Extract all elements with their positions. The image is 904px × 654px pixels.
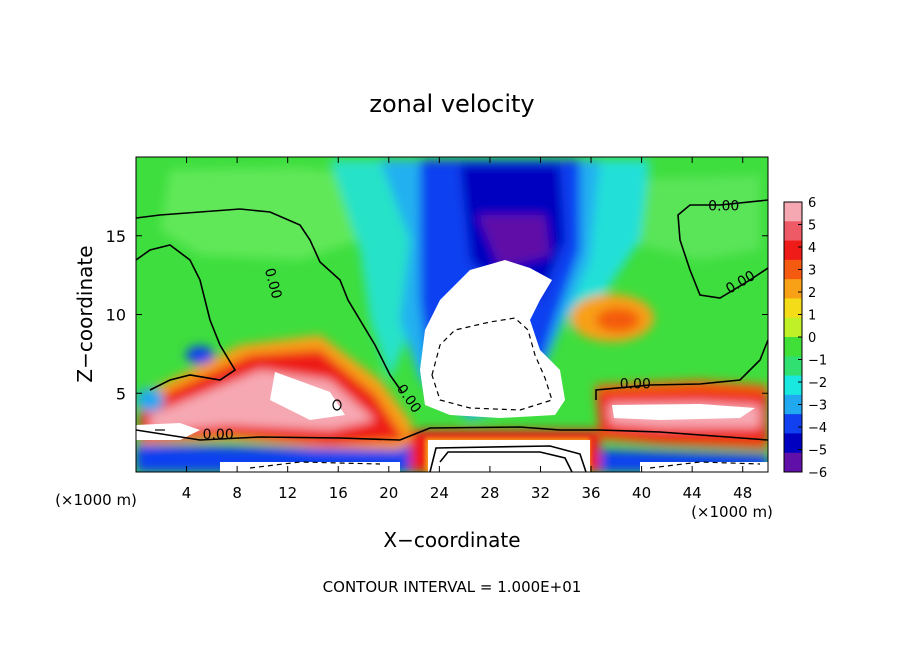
x-tick-label: 32: [531, 484, 550, 502]
x-tick-label: 28: [480, 484, 499, 502]
field-light-green-upper: [160, 168, 370, 260]
colorbar-swatch: [784, 414, 802, 434]
chart-title: zonal velocity: [369, 90, 534, 118]
y-axis-label: Z−coordinate: [73, 245, 97, 382]
colorbar-tick-label: 0: [808, 331, 816, 346]
x-tick-label: 20: [379, 484, 398, 502]
masked-region-left-core: [270, 372, 345, 420]
x-axis: 4 8 12 16 20 24 28 32 36 40 44 48: [182, 157, 752, 502]
colorbar-tick-label: −2: [808, 376, 827, 391]
colorbar-swatch: [784, 221, 802, 242]
contour-zero-right: [595, 339, 768, 400]
contour-positive-2: [429, 445, 587, 472]
contour-negative-bottom-right: [649, 461, 761, 469]
contour-label: 0.00: [203, 427, 234, 443]
colorbar-swatch: [784, 240, 802, 261]
colorbar-tick-label: −3: [808, 399, 827, 414]
colorbar-swatch: [784, 298, 802, 319]
x-tick-label: 44: [683, 484, 702, 502]
masked-region-center: [420, 260, 565, 418]
velocity-field: [136, 157, 768, 472]
colorbar-swatch: [784, 337, 802, 357]
y-tick-label: 10: [106, 306, 126, 325]
contour-labels: 0.000.000.00 0.000.000.00: [203, 199, 759, 443]
colorbar-tick-label: 2: [808, 286, 816, 301]
masked-region-left: [136, 423, 200, 440]
contour-lines: [136, 199, 768, 472]
colorbar-swatch: [784, 452, 802, 473]
contour-dashed: [249, 317, 761, 469]
masked-region-bottom-right: [640, 462, 768, 472]
x-tick-label: 12: [278, 484, 297, 502]
colorbar-tick-label: 4: [808, 241, 816, 256]
contour-zero-upper-right: [677, 199, 768, 299]
contour-zero-upper-left-2: [136, 244, 237, 391]
colorbar-tick-label: −4: [808, 421, 827, 436]
x-tick-label: 4: [182, 484, 192, 502]
x-unit-right-label: (×1000 m): [691, 503, 773, 521]
colorbar-tick-label: 6: [808, 196, 816, 211]
colorbar-swatch: [784, 317, 802, 338]
contour-positive-1: [439, 451, 573, 472]
contour-zero-upper-left: [136, 208, 403, 393]
colorbar-tick-label: 3: [808, 264, 816, 279]
field-orange-blob-core: [596, 308, 640, 332]
field-blue-patch: [186, 346, 214, 364]
y-axis: 5 10 15: [106, 227, 768, 403]
colorbar-tick-label: 5: [808, 219, 816, 234]
contour-negative-center: [431, 317, 553, 411]
masked-region-bottom-left: [220, 462, 400, 472]
x-tick-label: 24: [430, 484, 449, 502]
contour-interval-footer: CONTOUR INTERVAL = 1.000E+01: [323, 578, 582, 596]
x-tick-label: 48: [733, 484, 752, 502]
contour-label: 0.00: [620, 377, 651, 393]
contour-small-loop: [332, 399, 342, 411]
x-tick-label: 8: [232, 484, 242, 502]
x-tick-label: 36: [581, 484, 600, 502]
colorbar-tick-label: −1: [808, 354, 827, 369]
colorbar-swatch: [784, 394, 802, 415]
colorbar-swatch: [784, 279, 802, 299]
colorbar-swatch: [784, 375, 802, 396]
masked-region-bottom-center: [428, 440, 590, 472]
contour-label: 0.00: [708, 199, 739, 215]
x-tick-label: 40: [632, 484, 651, 502]
masked-region-right: [612, 404, 755, 420]
contour-label: 0.00: [261, 266, 285, 300]
colorbar-swatch: [784, 433, 802, 454]
x-unit-left-label: (×1000 m): [55, 491, 137, 509]
colorbar-tick-label: 1: [808, 309, 816, 324]
field-purple: [478, 215, 550, 268]
colorbar-swatch: [784, 356, 802, 377]
x-tick-label: 16: [329, 484, 348, 502]
field-blue-patch-2: [136, 388, 164, 412]
colorbar-swatch: [784, 259, 802, 280]
colorbar: 6 5 4 3 2 1 0 −1 −2 −3 −4 −5 −6: [783, 196, 827, 481]
colorbar-tick-label: −6: [808, 466, 827, 481]
contour-zero-lower: [136, 426, 768, 441]
x-axis-label: X−coordinate: [383, 528, 520, 552]
y-tick-label: 5: [116, 384, 126, 403]
contour-negative-bottom: [249, 461, 381, 469]
colorbar-tick-label: −5: [808, 444, 827, 459]
y-tick-label: 15: [106, 227, 126, 246]
colorbar-swatch: [784, 202, 802, 222]
